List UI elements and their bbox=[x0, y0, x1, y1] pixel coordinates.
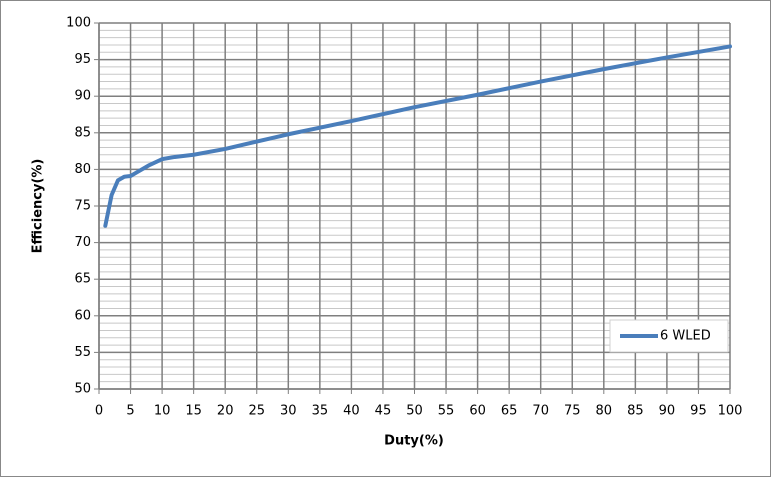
x-tick-label: 40 bbox=[343, 404, 360, 419]
x-tick-label: 85 bbox=[627, 404, 644, 419]
x-tick-label: 0 bbox=[95, 404, 103, 419]
x-tick-label: 20 bbox=[217, 404, 234, 419]
x-tick-label: 75 bbox=[564, 404, 581, 419]
x-tick-label: 70 bbox=[532, 404, 549, 419]
x-tick-label: 50 bbox=[406, 404, 423, 419]
y-tick-label: 80 bbox=[74, 162, 91, 177]
y-axis-label: Efficiency(%) bbox=[31, 159, 46, 254]
y-tick-label: 95 bbox=[74, 52, 91, 67]
x-tick-label: 30 bbox=[280, 404, 297, 419]
x-tick-label: 95 bbox=[690, 404, 707, 419]
x-tick-label: 5 bbox=[126, 404, 134, 419]
y-tick-label: 65 bbox=[74, 272, 91, 287]
y-tick-label: 55 bbox=[74, 345, 91, 360]
x-tick-label: 10 bbox=[154, 404, 171, 419]
data-line bbox=[103, 44, 732, 228]
x-tick-label: 45 bbox=[375, 404, 392, 419]
y-tick-label: 50 bbox=[74, 382, 91, 397]
x-tick-label: 80 bbox=[596, 404, 613, 419]
x-tick-label: 15 bbox=[185, 404, 202, 419]
x-tick-label: 60 bbox=[469, 404, 486, 419]
x-axis-label: Duty(%) bbox=[384, 434, 444, 449]
y-tick-label: 75 bbox=[74, 199, 91, 214]
legend-label: 6 WLED bbox=[660, 329, 711, 344]
x-tick-label: 35 bbox=[312, 404, 329, 419]
x-tick-label: 65 bbox=[501, 404, 518, 419]
y-tick-label: 90 bbox=[74, 89, 91, 104]
y-tick-label: 100 bbox=[66, 16, 91, 31]
y-tick-label: 70 bbox=[74, 235, 91, 250]
y-tick-label: 60 bbox=[74, 308, 91, 323]
x-tick-label: 25 bbox=[248, 404, 265, 419]
x-tick-label: 55 bbox=[438, 404, 455, 419]
x-tick-label: 90 bbox=[659, 404, 676, 419]
x-tick-label: 100 bbox=[718, 404, 743, 419]
y-tick-label: 85 bbox=[74, 125, 91, 140]
